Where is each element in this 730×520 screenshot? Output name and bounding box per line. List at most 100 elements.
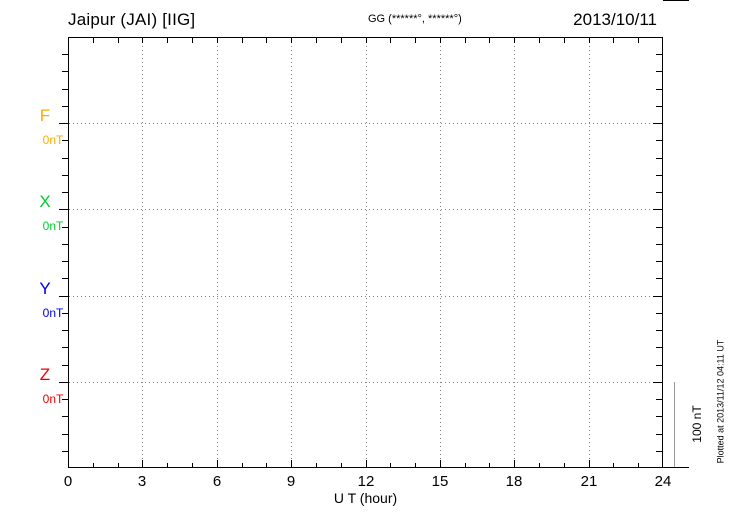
x-axis-title: U T (hour) (333, 490, 398, 506)
right-tick-6 (656, 140, 662, 141)
scale-bar-label: 100 nT (690, 405, 704, 443)
bottom-tick-11h (341, 463, 342, 467)
right-tick-24 (656, 451, 662, 452)
gridline-v-21h (589, 38, 590, 467)
top-tick-11h (341, 38, 342, 43)
bottom-tick-22h (613, 463, 614, 467)
left-tick-4 (62, 106, 68, 107)
gridline-v-9h (291, 38, 292, 467)
right-tick-1 (656, 54, 662, 55)
bottom-tick-15h (440, 460, 441, 467)
right-tick-23 (656, 434, 662, 435)
right-tick-16 (656, 313, 662, 314)
top-tick-2h (118, 38, 119, 43)
top-tick-6h (217, 38, 218, 43)
top-tick-4h (167, 38, 168, 43)
plot-frame (68, 37, 663, 468)
date-label: 2013/10/11 (573, 10, 657, 29)
x-tick-label-12: 12 (357, 473, 375, 490)
right-tick-17 (656, 330, 662, 331)
right-tick-3 (656, 89, 662, 90)
left-tick-17 (62, 330, 68, 331)
x-tick-label-18: 18 (505, 473, 523, 490)
bottom-tick-4h (167, 463, 168, 467)
gridline-v-6h (217, 38, 218, 467)
right-tick-11 (656, 227, 662, 228)
left-tick-20 (59, 382, 68, 383)
left-tick-16 (62, 313, 68, 314)
left-tick-5 (59, 123, 68, 124)
gridline-v-18h (514, 38, 515, 467)
gridline-v-12h (366, 38, 367, 467)
gridline-v-15h (440, 38, 441, 467)
top-tick-9h (291, 38, 292, 43)
gridline-h-Z (69, 382, 662, 383)
left-tick-9 (62, 192, 68, 193)
bottom-tick-12h (366, 460, 367, 467)
x-tick-label-24: 24 (654, 473, 672, 490)
bottom-tick-16h (465, 463, 466, 467)
top-tick-13h (390, 38, 391, 43)
scale-bar-top-line (663, 0, 689, 1)
plotted-at-timestamp: Plotted at 2013/11/12 04:11 UT (715, 339, 726, 464)
right-tick-19 (656, 365, 662, 366)
top-tick-20h (564, 38, 565, 43)
bottom-tick-3h (142, 460, 143, 467)
left-tick-22 (62, 416, 68, 417)
right-tick-14 (656, 278, 662, 279)
right-tick-15 (653, 296, 662, 297)
top-tick-19h (539, 38, 540, 43)
x-tick-label-9: 9 (286, 473, 296, 490)
series-label-Z: Z (39, 365, 51, 384)
gridline-h-F (69, 123, 662, 124)
right-tick-20 (653, 382, 662, 383)
right-tick-22 (656, 416, 662, 417)
right-tick-7 (656, 158, 662, 159)
top-tick-15h (440, 38, 441, 43)
top-tick-21h (589, 38, 590, 43)
bottom-tick-8h (266, 463, 267, 467)
series-label-Y: Y (39, 279, 51, 298)
series-value-F: 0nT (42, 133, 64, 147)
bottom-tick-2h (118, 463, 119, 467)
bottom-tick-5h (192, 463, 193, 467)
left-tick-21 (62, 399, 68, 400)
left-tick-11 (62, 227, 68, 228)
top-tick-22h (613, 38, 614, 43)
right-tick-10 (653, 209, 662, 210)
series-label-F: F (39, 106, 51, 125)
bottom-tick-18h (514, 460, 515, 467)
top-tick-7h (242, 38, 243, 43)
bottom-tick-17h (489, 463, 490, 467)
left-tick-12 (62, 244, 68, 245)
left-tick-13 (62, 261, 68, 262)
left-tick-6 (62, 140, 68, 141)
left-tick-23 (62, 434, 68, 435)
top-tick-8h (266, 38, 267, 43)
top-tick-1h (93, 38, 94, 43)
x-tick-label-21: 21 (580, 473, 598, 490)
right-tick-5 (653, 123, 662, 124)
left-tick-24 (62, 451, 68, 452)
left-tick-1 (62, 54, 68, 55)
x-tick-label-6: 6 (212, 473, 222, 490)
series-value-X: 0nT (42, 219, 64, 233)
left-tick-3 (62, 89, 68, 90)
bottom-tick-23h (638, 463, 639, 467)
top-tick-18h (514, 38, 515, 43)
right-tick-21 (656, 399, 662, 400)
right-tick-18 (656, 347, 662, 348)
series-value-Z: 0nT (42, 392, 64, 406)
series-label-X: X (39, 192, 51, 211)
scale-bar-vertical-line (674, 382, 675, 467)
right-tick-2 (656, 71, 662, 72)
top-tick-17h (489, 38, 490, 43)
top-tick-5h (192, 38, 193, 43)
bottom-tick-20h (564, 463, 565, 467)
geographic-coords-label: GG (******°, ******°) (368, 13, 462, 25)
bottom-tick-19h (539, 463, 540, 467)
left-tick-14 (62, 278, 68, 279)
gridline-h-X (69, 209, 662, 210)
right-tick-9 (656, 192, 662, 193)
